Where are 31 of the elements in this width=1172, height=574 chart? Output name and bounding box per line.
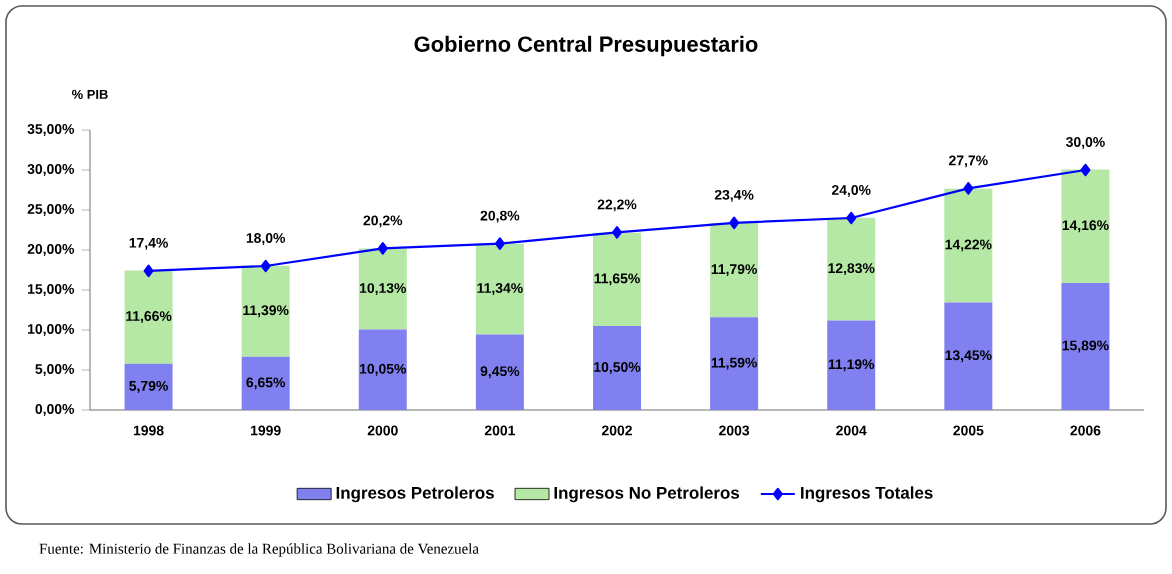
point: [377, 242, 388, 255]
bar: [475, 334, 524, 410]
point: [963, 182, 974, 195]
bar: [944, 302, 993, 410]
bar: [944, 188, 993, 303]
bar: [241, 356, 290, 410]
point: [1080, 163, 1091, 177]
bar: [124, 363, 173, 410]
point: [846, 211, 857, 225]
bar: [827, 217, 876, 321]
legend-label: Ingresos Petroleros: [336, 486, 494, 503]
bar: [593, 326, 641, 410]
bar: [358, 329, 407, 410]
bar: [1061, 282, 1110, 410]
point: [494, 237, 505, 250]
bar: [1061, 169, 1110, 283]
point: [260, 259, 271, 273]
bar: [241, 265, 290, 357]
bar: [124, 270, 173, 364]
chart-title: Gobierno Central Presupuestario: [414, 35, 758, 57]
bar: [710, 222, 759, 318]
legend-label: Ingresos No Petroleros: [554, 486, 740, 503]
point: [612, 226, 622, 239]
bar: [358, 248, 407, 330]
bar: [593, 232, 641, 326]
bar: [827, 320, 876, 410]
bar: [475, 243, 524, 335]
point: [729, 216, 740, 230]
point: [143, 264, 154, 278]
legend-label: Ingresos Totales: [801, 486, 933, 503]
bar: [710, 317, 759, 410]
